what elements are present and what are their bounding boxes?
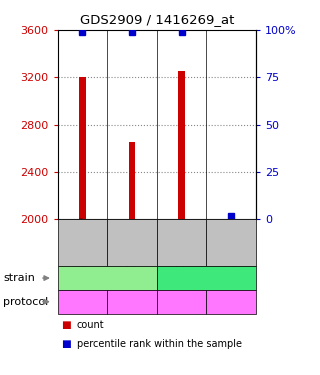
Text: high fat
diet: high fat diet	[214, 292, 249, 311]
Text: GSM77381: GSM77381	[127, 216, 137, 269]
Text: ■: ■	[61, 339, 70, 349]
Text: percentile rank within the sample: percentile rank within the sample	[77, 339, 242, 349]
Bar	[228, 217, 235, 219]
Bar	[178, 71, 185, 219]
Text: ■: ■	[61, 320, 70, 330]
Text: low fat
diet: low fat diet	[67, 292, 98, 311]
Text: GSM77382: GSM77382	[177, 216, 187, 269]
Bar	[129, 142, 135, 219]
Text: high fat
diet: high fat diet	[115, 292, 149, 311]
Text: GSM77380: GSM77380	[77, 216, 87, 269]
Title: GDS2909 / 1416269_at: GDS2909 / 1416269_at	[80, 13, 234, 26]
Text: count: count	[77, 320, 104, 330]
Text: strain: strain	[3, 273, 35, 283]
Text: GSM77383: GSM77383	[226, 216, 236, 269]
Bar	[79, 77, 86, 219]
Text: protocol: protocol	[3, 297, 48, 307]
Text: C57BL/6J: C57BL/6J	[181, 273, 231, 283]
Text: A/J: A/J	[100, 273, 115, 283]
Text: low fat
diet: low fat diet	[166, 292, 197, 311]
